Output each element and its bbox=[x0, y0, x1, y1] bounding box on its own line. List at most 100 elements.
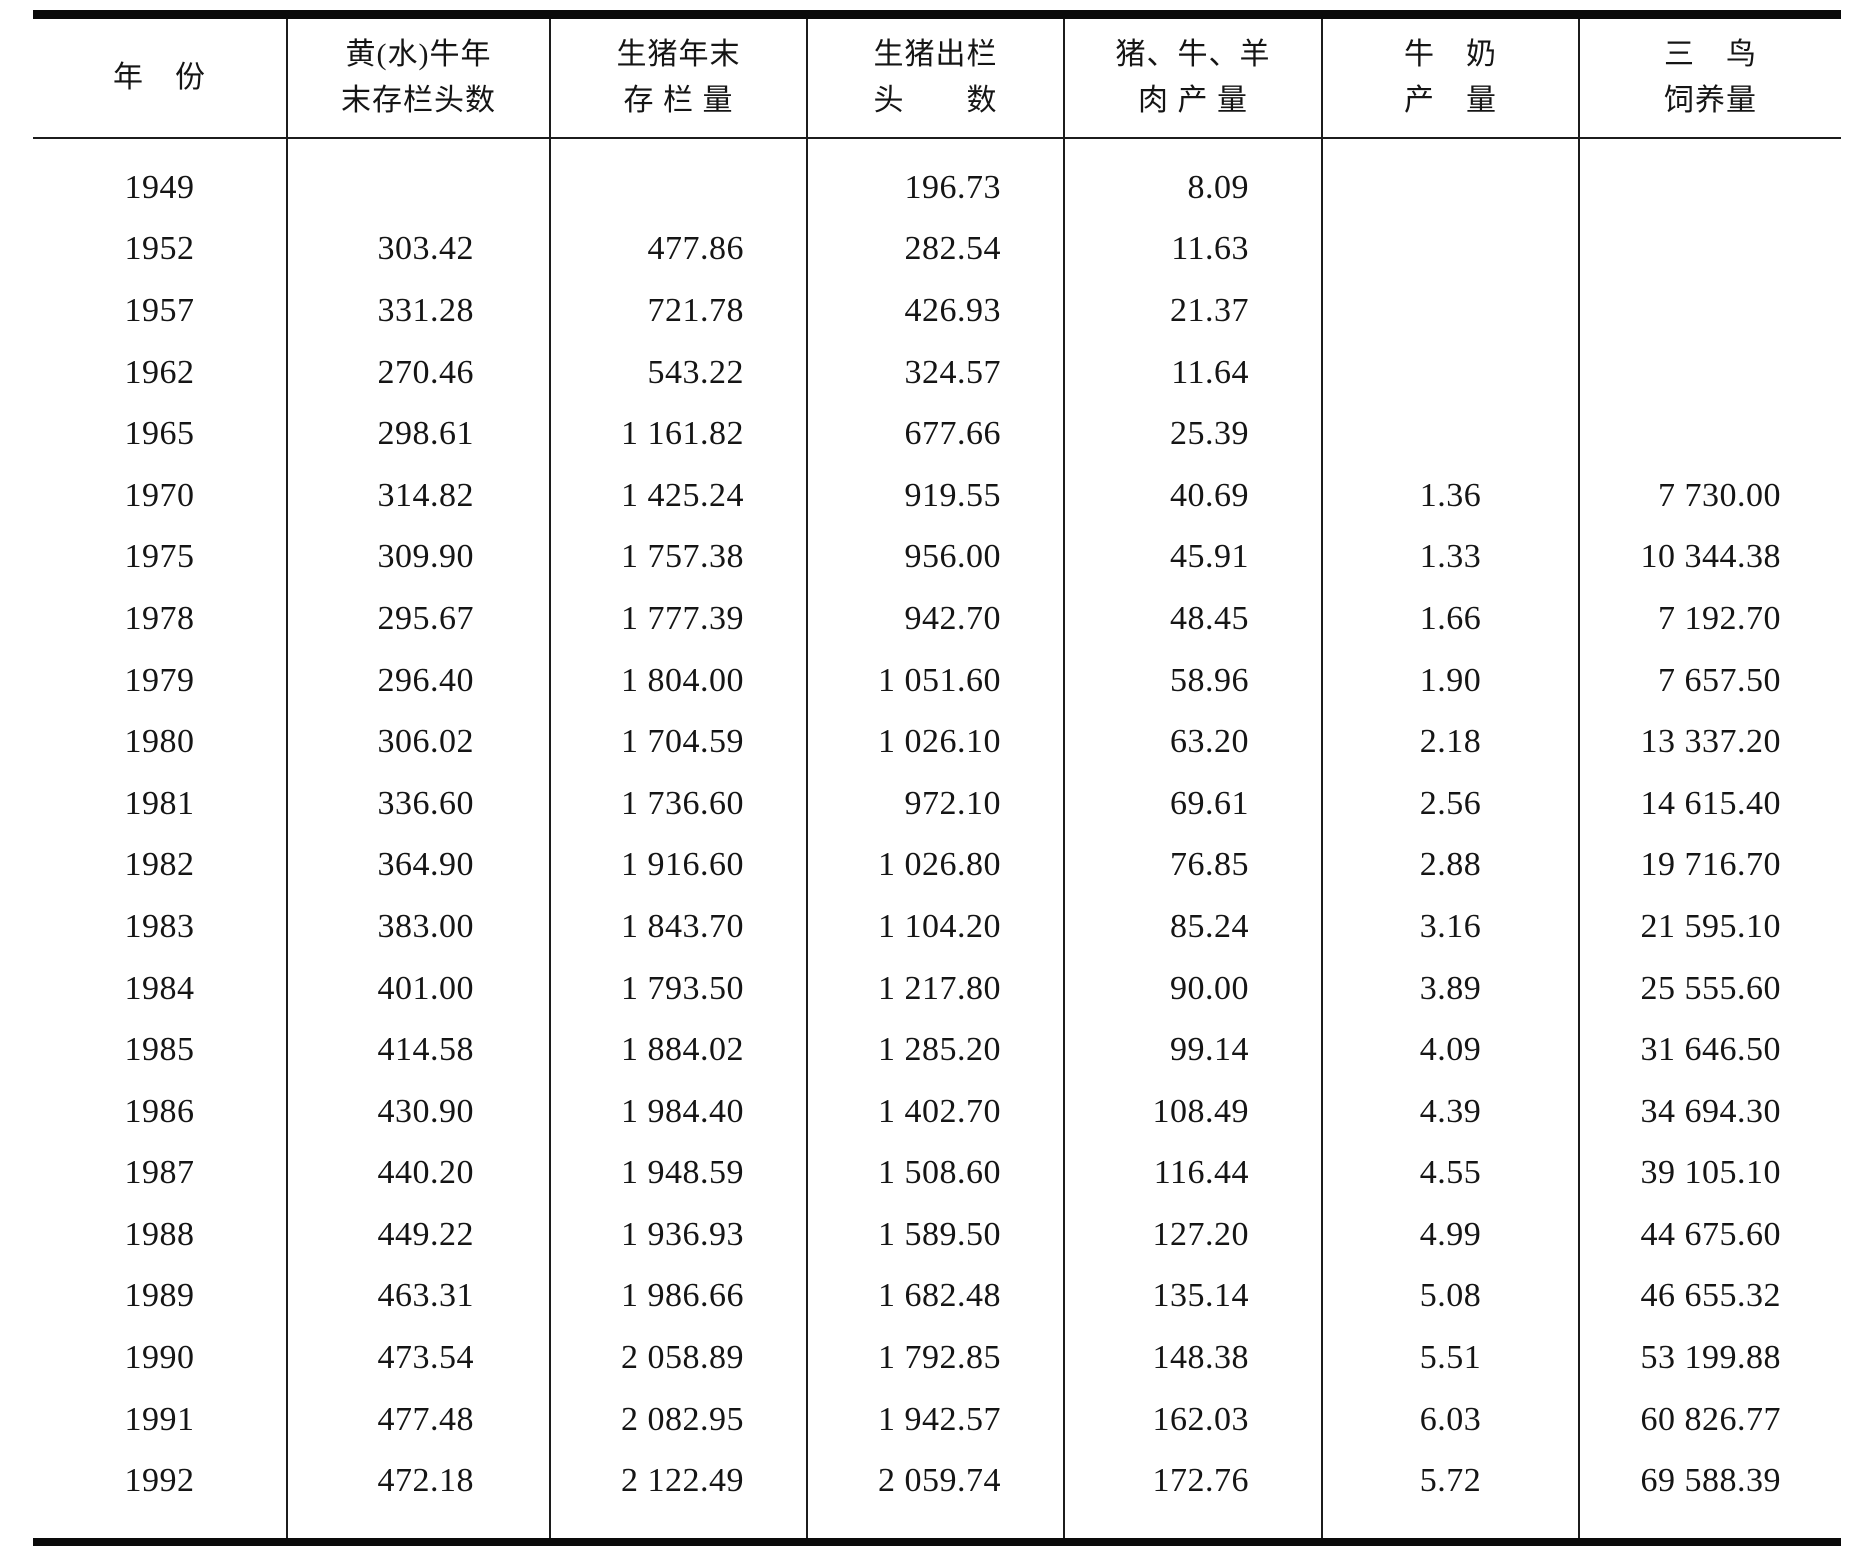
cell-pig-stock: 1 161.82 bbox=[549, 403, 807, 465]
cell-poultry: 53 199.88 bbox=[1578, 1327, 1841, 1389]
cell-milk-output bbox=[1321, 157, 1579, 219]
cell-pig-slaughter: 426.93 bbox=[806, 280, 1064, 342]
cell-year: 1989 bbox=[124, 1277, 195, 1315]
cell-cattle-stock: 309.90 bbox=[286, 526, 550, 589]
cell-milk-output: 3.89 bbox=[1321, 957, 1579, 1020]
cell-milk-output: 2.18 bbox=[1321, 711, 1579, 773]
cell-milk-output: 1.36 bbox=[1321, 464, 1579, 527]
cell-meat-output: 45.91 bbox=[1063, 526, 1322, 589]
cell-year: 1979 bbox=[124, 661, 195, 699]
header-meat-output: 猪、牛、羊肉 产 量 bbox=[1063, 14, 1322, 139]
cell-milk-output bbox=[1321, 341, 1579, 404]
cell-cattle-stock: 306.02 bbox=[286, 711, 550, 773]
cell-poultry: 7 192.70 bbox=[1578, 588, 1841, 650]
cell-cattle-stock: 477.48 bbox=[286, 1388, 550, 1451]
table-row: 1983 383.00 1 843.70 1 104.20 85.24 3.16… bbox=[33, 896, 1841, 958]
cell-milk-output: 1.90 bbox=[1321, 649, 1579, 712]
cell-cattle-stock: 449.22 bbox=[286, 1204, 550, 1266]
cell-meat-output: 11.63 bbox=[1063, 218, 1322, 281]
cell-pig-slaughter: 1 026.80 bbox=[806, 834, 1064, 897]
cell-pig-slaughter: 2 059.74 bbox=[806, 1450, 1064, 1513]
cell-pig-slaughter: 1 942.57 bbox=[806, 1388, 1064, 1451]
cell-year: 1965 bbox=[124, 415, 195, 453]
cell-milk-output bbox=[1321, 280, 1579, 342]
header-row: 年 份 黄(水)牛年 末存栏头数 生猪年末存 栏 量 生猪出栏头 数 猪、牛、羊肉… bbox=[33, 14, 1841, 139]
cell-meat-output: 127.20 bbox=[1063, 1204, 1322, 1266]
cell-pig-slaughter: 972.10 bbox=[806, 772, 1064, 835]
cell-meat-output: 135.14 bbox=[1063, 1265, 1322, 1328]
cell-meat-output: 90.00 bbox=[1063, 957, 1322, 1020]
cell-poultry bbox=[1578, 157, 1841, 219]
cell-year: 1988 bbox=[124, 1215, 195, 1253]
cell-cattle-stock bbox=[286, 157, 550, 219]
cell-milk-output: 1.33 bbox=[1321, 526, 1579, 589]
cell-pig-stock: 1 425.24 bbox=[549, 464, 807, 527]
cell-milk-output: 1.66 bbox=[1321, 588, 1579, 650]
cell-cattle-stock: 414.58 bbox=[286, 1019, 550, 1081]
cell-pig-stock: 721.78 bbox=[549, 280, 807, 342]
table-row: 1987 440.20 1 948.59 1 508.60 116.44 4.5… bbox=[33, 1142, 1841, 1205]
header-pig-slaughter: 生猪出栏头 数 bbox=[806, 14, 1064, 139]
header-pig-stock-line1: 生猪年末 bbox=[616, 38, 741, 71]
cell-poultry: 7 730.00 bbox=[1578, 464, 1841, 527]
cell-year: 1981 bbox=[124, 784, 195, 822]
header-milk-output-line1: 牛 奶 bbox=[1404, 38, 1497, 71]
cell-poultry: 46 655.32 bbox=[1578, 1265, 1841, 1328]
cell-milk-output: 5.51 bbox=[1321, 1327, 1579, 1389]
cell-pig-stock: 1 804.00 bbox=[549, 649, 807, 712]
header-year-label: 年 份 bbox=[113, 61, 206, 94]
cell-pig-slaughter: 1 508.60 bbox=[806, 1142, 1064, 1205]
cell-year: 1982 bbox=[124, 846, 195, 884]
cell-meat-output: 25.39 bbox=[1063, 403, 1322, 465]
cell-milk-output bbox=[1321, 403, 1579, 465]
cell-cattle-stock: 336.60 bbox=[286, 772, 550, 835]
table-row: 1982 364.90 1 916.60 1 026.80 76.85 2.88… bbox=[33, 834, 1841, 897]
cell-pig-slaughter: 1 285.20 bbox=[806, 1019, 1064, 1081]
cell-pig-slaughter: 1 792.85 bbox=[806, 1327, 1064, 1389]
cell-year: 1949 bbox=[124, 168, 195, 206]
cell-cattle-stock: 364.90 bbox=[286, 834, 550, 897]
cell-cattle-stock: 473.54 bbox=[286, 1327, 550, 1389]
cell-pig-slaughter: 677.66 bbox=[806, 403, 1064, 465]
spacer-row-bottom bbox=[33, 1512, 1841, 1543]
cell-pig-slaughter: 1 589.50 bbox=[806, 1204, 1064, 1266]
cell-pig-stock: 477.86 bbox=[549, 218, 807, 281]
cell-year: 1983 bbox=[124, 907, 195, 945]
cell-pig-slaughter: 942.70 bbox=[806, 588, 1064, 650]
cell-year: 1980 bbox=[124, 723, 195, 761]
table-row: 1991 477.48 2 082.95 1 942.57 162.03 6.0… bbox=[33, 1388, 1841, 1451]
cell-year: 1978 bbox=[124, 599, 195, 637]
cell-poultry: 69 588.39 bbox=[1578, 1450, 1841, 1513]
cell-poultry: 14 615.40 bbox=[1578, 772, 1841, 835]
header-meat-output-line2: 肉 产 量 bbox=[1138, 84, 1248, 117]
table-row: 1985 414.58 1 884.02 1 285.20 99.14 4.09… bbox=[33, 1019, 1841, 1081]
header-pig-slaughter-line2: 头 数 bbox=[873, 84, 998, 117]
cell-cattle-stock: 298.61 bbox=[286, 403, 550, 465]
cell-pig-slaughter: 1 104.20 bbox=[806, 896, 1064, 958]
cell-cattle-stock: 463.31 bbox=[286, 1265, 550, 1328]
cell-poultry: 21 595.10 bbox=[1578, 896, 1841, 958]
cell-year: 1986 bbox=[124, 1092, 195, 1130]
header-cattle-stock-line1: 黄(水)牛年 bbox=[345, 38, 492, 71]
cell-meat-output: 85.24 bbox=[1063, 896, 1322, 958]
cell-pig-stock: 1 884.02 bbox=[549, 1019, 807, 1081]
cell-meat-output: 48.45 bbox=[1063, 588, 1322, 650]
cell-cattle-stock: 401.00 bbox=[286, 957, 550, 1020]
cell-pig-stock: 1 986.66 bbox=[549, 1265, 807, 1328]
table-row: 1981 336.60 1 736.60 972.10 69.61 2.56 1… bbox=[33, 772, 1841, 835]
table-row: 1962 270.46 543.22 324.57 11.64 bbox=[33, 341, 1841, 404]
cell-pig-stock: 1 936.93 bbox=[549, 1204, 807, 1266]
cell-pig-stock: 1 736.60 bbox=[549, 772, 807, 835]
cell-poultry: 13 337.20 bbox=[1578, 711, 1841, 773]
cell-meat-output: 116.44 bbox=[1063, 1142, 1322, 1205]
spacer-row-top bbox=[33, 138, 1841, 157]
cell-pig-stock: 1 793.50 bbox=[549, 957, 807, 1020]
cell-milk-output: 4.39 bbox=[1321, 1080, 1579, 1143]
cell-meat-output: 69.61 bbox=[1063, 772, 1322, 835]
cell-pig-stock: 543.22 bbox=[549, 341, 807, 404]
table-row: 1992 472.18 2 122.49 2 059.74 172.76 5.7… bbox=[33, 1450, 1841, 1513]
cell-year: 1990 bbox=[124, 1339, 195, 1377]
cell-milk-output: 2.56 bbox=[1321, 772, 1579, 835]
cell-milk-output: 2.88 bbox=[1321, 834, 1579, 897]
